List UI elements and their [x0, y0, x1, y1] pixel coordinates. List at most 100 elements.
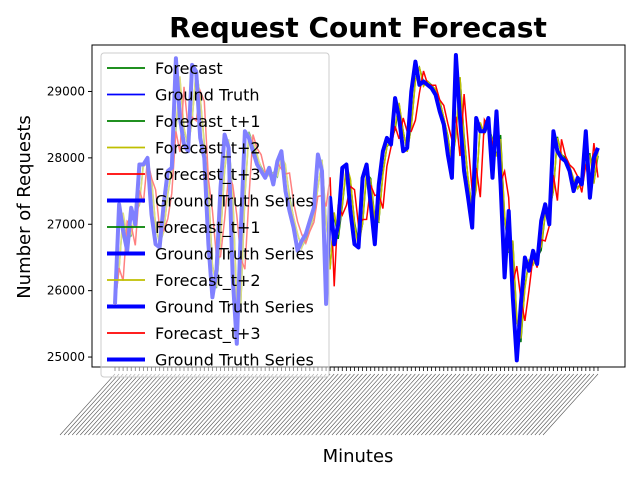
legend-item: Ground Truth Series: [107, 351, 314, 370]
x-tick-label: [226, 373, 282, 436]
x-tick-label: [230, 373, 286, 436]
x-tick-label: [352, 373, 408, 436]
x-tick-label: [100, 373, 156, 436]
legend-label: Forecast_t+2: [155, 271, 261, 291]
x-tick-label: [291, 373, 347, 436]
x-tick-label: [250, 373, 306, 436]
x-tick-label: [59, 373, 116, 436]
x-tick-label: [287, 373, 343, 436]
x-tick-label: [445, 373, 501, 436]
x-tick-label: [181, 373, 237, 436]
x-tick-label: [494, 373, 550, 436]
x-tick-label: [120, 373, 177, 436]
x-tick-label: [311, 373, 367, 436]
x-tick-label: [534, 373, 591, 436]
x-tick-label: [315, 373, 371, 436]
legend-item: Ground Truth Series: [107, 192, 314, 211]
x-tick-label: [246, 373, 302, 436]
x-tick-label: [356, 373, 412, 436]
legend-label: Ground Truth Series: [155, 351, 314, 370]
x-tick-label: [331, 373, 388, 436]
x-tick-label: [473, 373, 530, 436]
y-tick-label: 25000: [47, 350, 85, 364]
x-tick-label: [108, 373, 164, 436]
legend-item: Forecast_t+2: [107, 271, 261, 291]
x-tick-label: [132, 373, 189, 436]
x-tick-label: [88, 373, 144, 436]
x-tick-label: [347, 373, 404, 436]
x-tick-label: [258, 373, 315, 436]
x-tick-label: [461, 373, 518, 436]
legend-item: Ground Truth Series: [107, 298, 314, 317]
x-tick-label: [84, 373, 140, 436]
y-axis-label: Number of Requests: [14, 115, 35, 299]
x-tick-label: [96, 373, 152, 436]
x-tick-label: [209, 373, 266, 436]
x-tick-label: [518, 373, 574, 436]
x-tick-label: [327, 373, 384, 436]
legend-item: Ground Truth Series: [107, 245, 314, 264]
x-tick-label: [408, 373, 465, 436]
x-tick-label: [214, 373, 270, 436]
legend-item: Ground Truth: [107, 86, 260, 105]
x-tick-label: [262, 373, 319, 436]
x-tick-label: [485, 373, 542, 436]
x-tick-label: [218, 373, 274, 436]
legend-label: Ground Truth Series: [155, 245, 314, 264]
legend-label: Forecast_t+1: [155, 112, 261, 132]
x-tick-label: [124, 373, 181, 436]
x-tick-label: [441, 373, 497, 436]
y-tick-label: 28000: [47, 151, 85, 165]
x-tick-label: [380, 373, 436, 436]
x-tick-label: [140, 373, 197, 436]
x-tick-label: [136, 373, 193, 436]
x-tick-label: [112, 373, 168, 436]
x-tick-label: [372, 373, 428, 436]
x-tick-label: [116, 373, 173, 436]
chart-title: Request Count Forecast: [169, 11, 547, 44]
legend-label: Forecast_t+3: [155, 324, 261, 344]
x-tick-label: [416, 373, 473, 436]
x-tick-label: [299, 373, 355, 436]
legend-item: Forecast_t+1: [107, 112, 261, 132]
x-tick-label: [384, 373, 440, 436]
x-tick-label: [506, 373, 562, 436]
legend-label: Ground Truth Series: [155, 298, 314, 317]
legend-label: Forecast_t+1: [155, 218, 261, 238]
x-tick-label: [153, 373, 209, 436]
x-tick-label: [278, 373, 335, 436]
x-tick-label: [319, 373, 375, 436]
x-tick-label: [449, 373, 505, 436]
x-tick-label: [80, 373, 136, 436]
x-tick-label: [538, 373, 595, 436]
legend-item: Forecast: [107, 59, 223, 78]
x-tick-label: [71, 373, 128, 436]
x-tick-label: [270, 373, 327, 436]
x-tick-label: [335, 373, 392, 436]
x-tick-label: [63, 373, 120, 436]
x-tick-label: [303, 373, 359, 436]
y-tick-label: 26000: [47, 284, 85, 298]
legend: Forecast Ground Truth Forecast_t+1 Forecast…: [100, 52, 330, 378]
x-tick-label: [323, 373, 380, 436]
x-tick-label: [522, 373, 578, 436]
x-tick-label: [530, 373, 587, 436]
x-tick-label: [157, 373, 213, 436]
x-tick-label: [254, 373, 311, 436]
x-tick-label: [388, 373, 444, 436]
legend-label: Ground Truth: [155, 86, 260, 105]
x-tick-label: [429, 373, 485, 436]
x-tick-label: [339, 373, 396, 436]
x-tick-label: [343, 373, 400, 436]
legend-item: Forecast_t+3: [107, 324, 261, 344]
x-tick-label: [526, 373, 582, 436]
x-tick-label: [128, 373, 185, 436]
x-tick-label: [185, 373, 242, 436]
x-tick-label: [396, 373, 453, 436]
x-tick-label: [465, 373, 522, 436]
x-tick-label: [481, 373, 538, 436]
x-tick-label: [169, 373, 225, 436]
legend-box: [100, 52, 330, 378]
